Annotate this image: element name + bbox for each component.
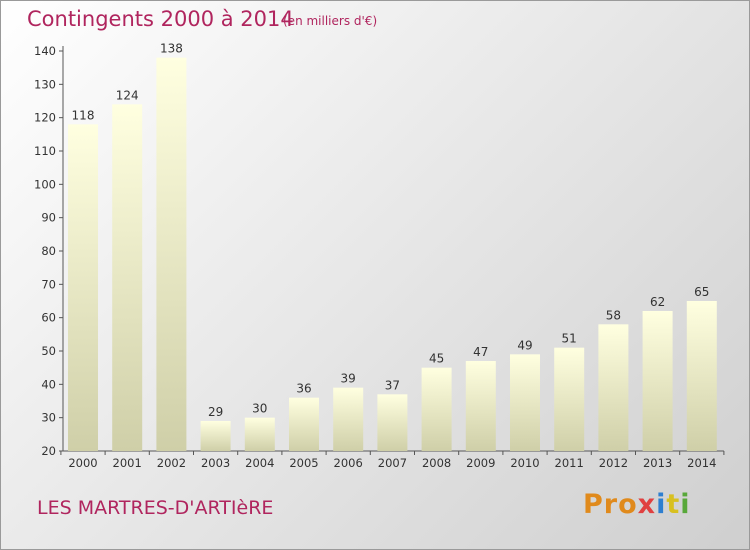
- y-tick-label: 60: [41, 311, 56, 325]
- bar: [465, 361, 496, 451]
- logo-part: x: [637, 489, 657, 520]
- x-tick-label: 2001: [113, 456, 142, 470]
- x-tick-label: 2014: [687, 456, 716, 470]
- x-tick-label: 2004: [245, 456, 274, 470]
- bar: [68, 124, 98, 451]
- bar-value-label: 39: [341, 372, 356, 386]
- logo-part: i: [656, 489, 667, 520]
- bar-value-label: 118: [72, 108, 95, 122]
- x-tick-label: 2012: [599, 456, 628, 470]
- bar-value-label: 45: [429, 352, 444, 366]
- bar-value-label: 58: [606, 308, 621, 322]
- bar: [377, 394, 408, 451]
- x-tick-label: 2000: [68, 456, 97, 470]
- y-tick-label: 130: [34, 77, 56, 91]
- bar-value-label: 51: [562, 332, 577, 346]
- x-tick-label: 2006: [334, 456, 363, 470]
- bar: [244, 417, 275, 451]
- bar: [333, 387, 364, 451]
- bars: 118 124 138 29 30 36 39 37 45 47 49 51 58 62 65: [68, 42, 717, 452]
- y-tick-label: 50: [41, 344, 56, 358]
- bar: [510, 354, 540, 451]
- y-axis: 20 30 40 50 60 70 80 90 100 110 120 130 140: [34, 44, 64, 458]
- y-tick-label: 30: [41, 411, 56, 425]
- y-tick-label: 110: [34, 144, 56, 158]
- x-tick-label: 2010: [510, 456, 539, 470]
- bar: [156, 57, 187, 452]
- bar: [200, 421, 231, 451]
- bar: [642, 311, 673, 451]
- proxiti-logo: Proxiti: [583, 489, 691, 520]
- bar-value-label: 36: [296, 382, 311, 396]
- bar: [421, 367, 452, 451]
- x-tick-label: 2009: [466, 456, 495, 470]
- bar: [598, 324, 629, 451]
- bar: [554, 347, 585, 451]
- x-axis: 2000 2001 2002 2003 2004 2005 2006 2007 2008 2009…: [60, 450, 725, 470]
- y-tick-label: 20: [41, 444, 56, 458]
- bar: [112, 104, 143, 451]
- chart-subtitle: (en milliers d'€): [283, 14, 378, 28]
- y-tick-label: 100: [34, 177, 56, 191]
- bar-value-label: 65: [694, 285, 709, 299]
- commune-name: LES MARTRES-D'ARTIèRE: [37, 497, 274, 519]
- logo-part: i: [680, 489, 691, 520]
- x-tick-label: 2008: [422, 456, 451, 470]
- x-tick-label: 2002: [157, 456, 186, 470]
- logo-part: Pro: [583, 489, 638, 520]
- x-tick-label: 2011: [555, 456, 584, 470]
- bar-value-label: 49: [517, 338, 532, 352]
- y-tick-label: 40: [41, 377, 56, 391]
- bar: [686, 301, 717, 451]
- bar-value-label: 30: [252, 402, 267, 416]
- bar-value-label: 124: [116, 88, 139, 102]
- y-tick-label: 80: [41, 244, 56, 258]
- y-tick-label: 140: [34, 44, 56, 58]
- y-tick-label: 70: [41, 277, 56, 291]
- x-tick-label: 2005: [289, 456, 318, 470]
- bar-value-label: 62: [650, 295, 665, 309]
- x-tick-label: 2013: [643, 456, 672, 470]
- x-tick-label: 2007: [378, 456, 407, 470]
- bar-value-label: 47: [473, 345, 488, 359]
- y-tick-label: 120: [34, 111, 56, 125]
- bar-value-label: 37: [385, 378, 400, 392]
- bar: [289, 397, 319, 451]
- chart-title: Contingents 2000 à 2014: [27, 7, 294, 31]
- bar-value-label: 138: [160, 42, 183, 56]
- y-tick-label: 90: [41, 211, 56, 225]
- logo-part: t: [666, 489, 681, 520]
- x-tick-label: 2003: [201, 456, 230, 470]
- bar-value-label: 29: [208, 405, 223, 419]
